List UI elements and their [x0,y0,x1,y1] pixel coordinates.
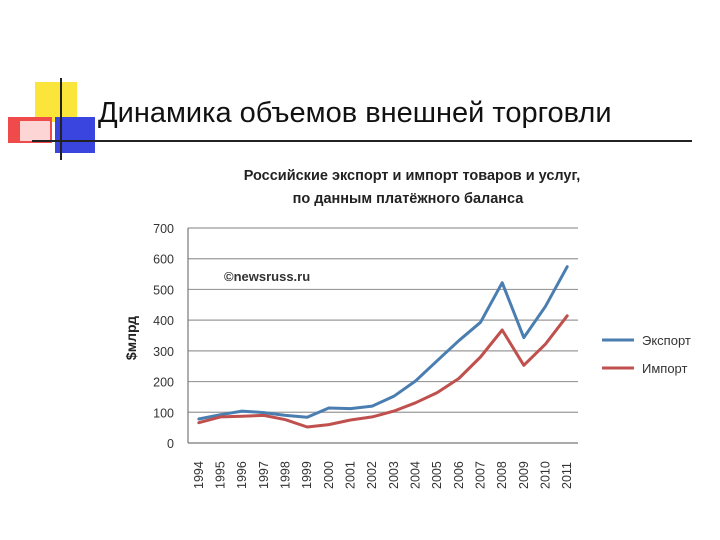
y-tick-label: 200 [153,376,174,390]
chart-subtitle: по данным платёжного баланса [293,191,525,207]
legend-label: Импорт [642,361,687,376]
x-tick-label: 1998 [279,461,293,489]
y-tick-label: 100 [153,406,174,420]
x-tick-label: 1994 [192,461,206,489]
x-tick-label: 2003 [387,461,401,489]
gridlines [187,227,578,444]
x-tick-label: 1997 [257,461,271,489]
legend-label: Экспорт [642,333,691,348]
x-tick-label: 2008 [495,461,509,489]
x-tick-label: 1999 [300,461,314,489]
y-tick-labels: 0 100 200 300 400 500 600 700 [153,222,174,451]
series-line-import [197,314,569,429]
x-tick-label: 2010 [539,461,553,489]
x-tick-label: 2001 [344,461,358,489]
y-tick-label: 400 [153,314,174,328]
x-tick-labels: 1994 1995 1996 1997 1998 1999 2000 2001 2002 2003… [192,461,574,489]
x-tick-label: 2005 [430,461,444,489]
x-tick-label: 1996 [235,461,249,489]
y-tick-label: 600 [153,253,174,267]
decor-square-pink [20,121,50,141]
chart-title: Российские экспорт и импорт товаров и ус… [244,168,581,184]
legend: Экспорт Импорт [602,333,691,376]
chart-watermark: ©newsruss.ru [224,269,310,284]
series-lines [197,265,569,429]
x-tick-label: 1995 [214,461,228,489]
x-tick-label: 2000 [322,461,336,489]
x-tick-label: 2007 [474,461,488,489]
y-axis-label: $млрд [123,316,139,360]
slide-title: Динамика объемов внешней торговли [98,97,612,129]
decor-square-yellow [35,82,77,122]
x-tick-label: 2006 [452,461,466,489]
y-tick-label: 500 [153,283,174,297]
title-underline [32,140,692,142]
y-tick-label: 300 [153,345,174,359]
x-tick-label: 2009 [517,461,531,489]
x-tick-label: 2004 [409,461,423,489]
y-tick-label: 0 [167,437,174,451]
y-tick-label: 700 [153,222,174,236]
decor-vertical-line [60,78,62,160]
series-line-export [197,265,569,421]
x-tick-label: 2011 [560,462,574,489]
x-tick-label: 2002 [365,461,379,489]
